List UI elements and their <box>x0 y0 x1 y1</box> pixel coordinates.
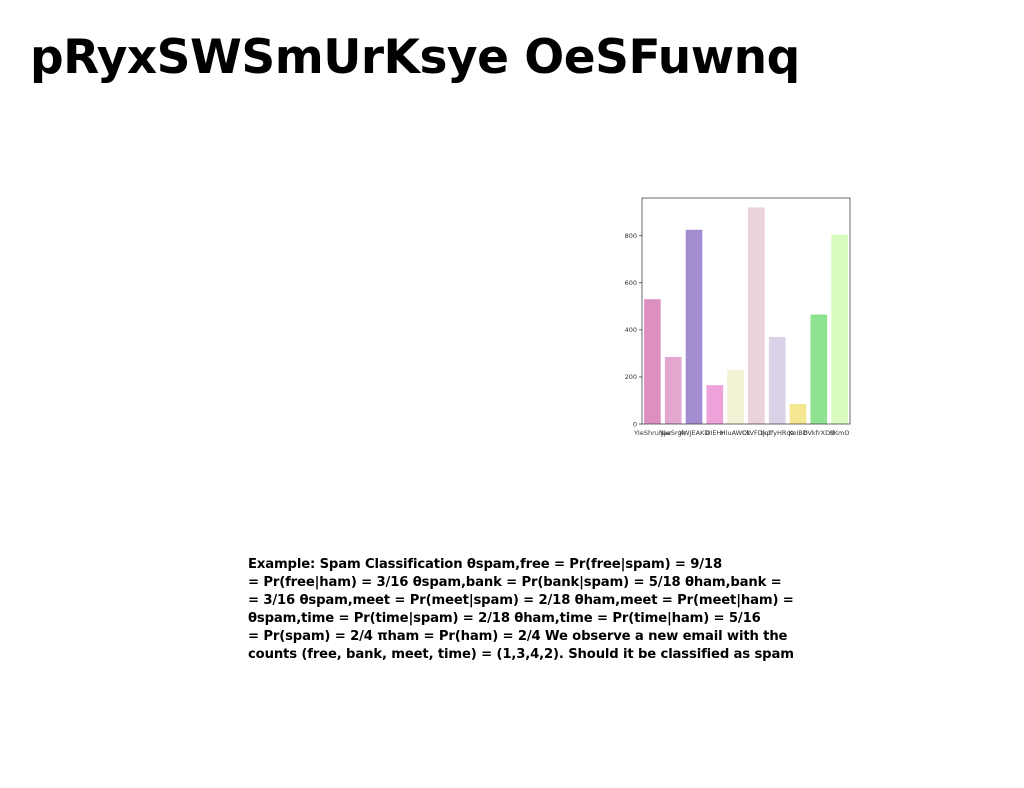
bar-OtVFDjuf <box>748 207 765 424</box>
x-tick-label: JaeSrgk <box>660 429 686 437</box>
bars-layer <box>644 207 848 424</box>
bar-JaeSrgk <box>664 356 682 424</box>
page-title: pRyxSWSmUrKsye OeSFuwnq <box>30 30 800 85</box>
example-text-line: counts (free, bank, meet, time) = (1,3,4… <box>248 647 794 662</box>
example-text-block: Example: Spam Classification θspam,free … <box>248 556 848 664</box>
bar-chart-svg: YIeShruNjwJaeSrgkXWJEAKDDIEHrHluAWCkOtVF… <box>625 197 851 437</box>
bar-chart: YIeShruNjw JaeSrgk XWJEAKD DIEHr HluAWCk OtVF… <box>610 190 860 446</box>
x-tick-label: XeIBD <box>788 429 808 437</box>
axes-layer: YIeShruNjwJaeSrgkXWJEAKDDIEHrHluAWCkOtVF… <box>625 197 851 437</box>
bar-XWJEAKD <box>685 229 703 424</box>
y-tick-label: 200 <box>625 373 637 381</box>
y-tick-label: 800 <box>625 232 637 240</box>
example-text-line: θspam,time = Pr(time|spam) = 2/18 θham,t… <box>248 611 761 626</box>
example-text-line: = 3/16 θspam,meet = Pr(meet|spam) = 2/18… <box>248 593 794 608</box>
x-tick-label: DIEHr <box>706 429 725 437</box>
example-text-line: = Pr(free|ham) = 3/16 θspam,bank = Pr(ba… <box>248 575 782 590</box>
bar-bVkfrXDd <box>810 314 828 424</box>
x-tick-label: SKmO <box>830 429 850 437</box>
bar-HluAWCk <box>727 369 744 424</box>
bar-tkpfyHRqz <box>768 336 786 424</box>
x-tick-label: HluAWCk <box>721 429 751 437</box>
y-tick-label: 400 <box>625 326 637 334</box>
bar-XeIBD <box>789 403 807 424</box>
bar-YIeShruNjw <box>644 299 661 424</box>
x-tick-label: tkpfyHRqz <box>760 429 794 437</box>
x-tick-label: XWJEAKD <box>679 429 710 437</box>
plot-frame <box>641 197 851 425</box>
bar-SKmO <box>831 234 848 424</box>
x-tick-label: bVkfrXDd <box>803 429 834 437</box>
bar-DIEHr <box>706 385 724 424</box>
y-tick-label: 0 <box>633 420 637 428</box>
example-text-line: = Pr(spam) = 2/4 πham = Pr(ham) = 2/4 We… <box>248 629 788 644</box>
y-tick-label: 600 <box>625 279 637 287</box>
x-tick-label: OtVFDjuf <box>742 429 772 437</box>
x-tick-label: YIeShruNjw <box>633 429 672 437</box>
example-text-line: Example: Spam Classification θspam,free … <box>248 557 722 572</box>
